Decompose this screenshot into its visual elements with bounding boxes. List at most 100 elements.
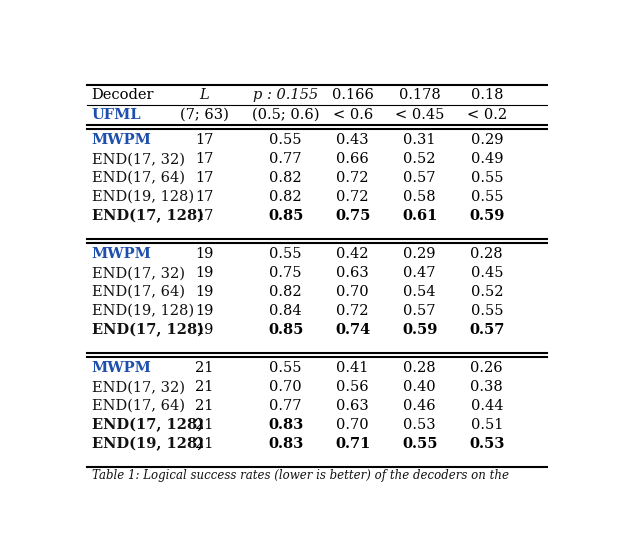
Text: 17: 17 [195,171,213,185]
Text: 0.70: 0.70 [336,285,369,299]
Text: 0.77: 0.77 [269,152,302,166]
Text: 0.57: 0.57 [404,304,436,318]
Text: 0.53: 0.53 [404,418,436,432]
Text: < 0.2: < 0.2 [467,108,507,122]
Text: 0.58: 0.58 [404,190,436,204]
Text: 0.41: 0.41 [336,361,369,376]
Text: END(17, 32): END(17, 32) [91,380,185,394]
Text: 0.43: 0.43 [336,134,369,147]
Text: 0.28: 0.28 [470,248,503,261]
Text: 0.52: 0.52 [470,285,503,299]
Text: 0.26: 0.26 [470,361,503,376]
Text: (0.5; 0.6): (0.5; 0.6) [252,108,320,122]
Text: 0.45: 0.45 [470,266,503,280]
Text: 0.84: 0.84 [269,304,302,318]
Text: 0.57: 0.57 [469,323,504,337]
Text: 0.40: 0.40 [404,380,436,394]
Text: END(17, 32): END(17, 32) [91,152,185,166]
Text: END(19, 128): END(19, 128) [91,437,203,451]
Text: MWPM: MWPM [91,248,151,261]
Text: 21: 21 [195,418,213,432]
Text: 0.72: 0.72 [336,171,369,185]
Text: 17: 17 [195,152,213,166]
Text: 0.85: 0.85 [268,209,303,223]
Text: END(17, 64): END(17, 64) [91,399,185,413]
Text: 0.75: 0.75 [269,266,302,280]
Text: END(17, 64): END(17, 64) [91,171,185,185]
Text: Decoder: Decoder [91,88,154,102]
Text: MWPM: MWPM [91,134,151,147]
Text: 17: 17 [195,209,213,223]
Text: MWPM: MWPM [91,361,151,376]
Text: END(17, 128): END(17, 128) [91,418,203,432]
Text: END(17, 128): END(17, 128) [91,208,203,223]
Text: 0.53: 0.53 [469,437,504,451]
Text: L: L [199,88,209,102]
Text: 17: 17 [195,134,213,147]
Text: 0.52: 0.52 [404,152,436,166]
Text: END(19, 128): END(19, 128) [91,190,194,204]
Text: 0.47: 0.47 [404,266,436,280]
Text: 0.54: 0.54 [404,285,436,299]
Text: 0.59: 0.59 [402,323,438,337]
Text: 0.71: 0.71 [335,437,370,451]
Text: END(17, 128): END(17, 128) [91,323,203,337]
Text: 0.63: 0.63 [336,399,369,413]
Text: END(19, 128): END(19, 128) [91,304,194,318]
Text: < 0.45: < 0.45 [395,108,444,122]
Text: 0.18: 0.18 [470,88,503,102]
Text: 0.70: 0.70 [269,380,302,394]
Text: 21: 21 [195,399,213,413]
Text: 0.85: 0.85 [268,323,303,337]
Text: 21: 21 [195,380,213,394]
Text: 0.42: 0.42 [336,248,369,261]
Text: < 0.6: < 0.6 [332,108,373,122]
Text: 0.55: 0.55 [470,190,503,204]
Text: 21: 21 [195,437,213,451]
Text: 0.29: 0.29 [404,248,436,261]
Text: 0.82: 0.82 [269,171,302,185]
Text: p : 0.155: p : 0.155 [253,88,318,102]
Text: 0.166: 0.166 [332,88,374,102]
Text: 0.55: 0.55 [269,134,302,147]
Text: 0.74: 0.74 [335,323,370,337]
Text: 21: 21 [195,361,213,376]
Text: 19: 19 [195,323,213,337]
Text: 0.29: 0.29 [470,134,503,147]
Text: 0.72: 0.72 [336,304,369,318]
Text: 0.55: 0.55 [269,361,302,376]
Text: Table 1: Logical success rates (lower is better) of the decoders on the: Table 1: Logical success rates (lower is… [91,470,509,482]
Text: 0.178: 0.178 [399,88,441,102]
Text: 0.49: 0.49 [470,152,503,166]
Text: 0.82: 0.82 [269,190,302,204]
Text: 19: 19 [195,285,213,299]
Text: 0.56: 0.56 [336,380,369,394]
Text: 19: 19 [195,304,213,318]
Text: 0.63: 0.63 [336,266,369,280]
Text: 0.55: 0.55 [470,304,503,318]
Text: 0.82: 0.82 [269,285,302,299]
Text: 0.38: 0.38 [470,380,503,394]
Text: 0.66: 0.66 [336,152,369,166]
Text: 0.55: 0.55 [470,171,503,185]
Text: 0.83: 0.83 [268,437,303,451]
Text: END(17, 64): END(17, 64) [91,285,185,299]
Text: UFML: UFML [91,108,142,122]
Text: 19: 19 [195,248,213,261]
Text: 0.55: 0.55 [269,248,302,261]
Text: 19: 19 [195,266,213,280]
Text: 0.61: 0.61 [402,209,438,223]
Text: 0.83: 0.83 [268,418,303,432]
Text: 0.51: 0.51 [470,418,503,432]
Text: 0.77: 0.77 [269,399,302,413]
Text: 0.72: 0.72 [336,190,369,204]
Text: 0.59: 0.59 [469,209,504,223]
Text: 0.75: 0.75 [335,209,370,223]
Text: 0.70: 0.70 [336,418,369,432]
Text: 0.55: 0.55 [402,437,438,451]
Text: (7; 63): (7; 63) [180,108,229,122]
Text: 0.44: 0.44 [470,399,503,413]
Text: 0.46: 0.46 [404,399,436,413]
Text: 0.28: 0.28 [404,361,436,376]
Text: 0.31: 0.31 [404,134,436,147]
